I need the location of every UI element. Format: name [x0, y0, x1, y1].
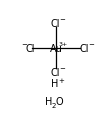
Text: Cl: Cl [50, 68, 60, 78]
Text: −: − [21, 41, 27, 47]
Text: Cl: Cl [26, 43, 35, 53]
Text: −: − [88, 41, 94, 47]
Text: Cl: Cl [50, 19, 60, 29]
Text: Au: Au [50, 43, 62, 53]
Text: 3+: 3+ [59, 41, 68, 46]
Text: O: O [55, 97, 63, 106]
Text: Cl: Cl [79, 43, 89, 53]
Text: +: + [59, 77, 64, 83]
Text: 2: 2 [51, 102, 55, 108]
Text: −: − [59, 17, 65, 23]
Text: H: H [45, 97, 52, 106]
Text: H: H [51, 79, 59, 89]
Text: −: − [59, 66, 65, 72]
